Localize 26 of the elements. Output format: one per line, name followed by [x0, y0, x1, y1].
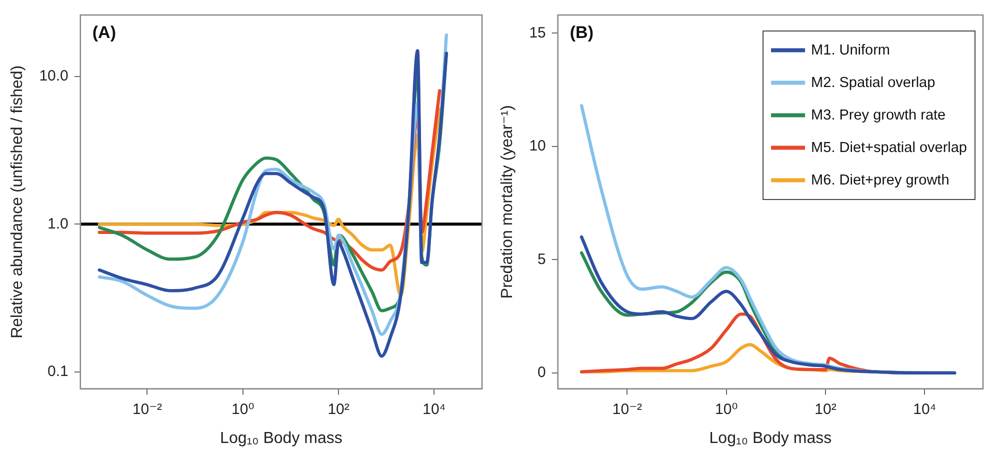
legend-label: M1. Uniform	[811, 42, 890, 58]
y-tick-label: 10.0	[39, 67, 68, 84]
x-tick-label: 10⁰	[715, 400, 738, 418]
x-axis-title: Log₁₀ Body mass	[709, 430, 832, 447]
y-tick-label: 5	[538, 250, 546, 268]
y-tick-label: 1.0	[48, 215, 68, 232]
legend-label: M2. Spatial overlap	[811, 74, 936, 91]
y-axis-title: Predation mortality (year⁻¹)	[499, 105, 516, 299]
y-tick-label: 0	[538, 364, 546, 382]
y-tick-label: 15	[529, 24, 546, 42]
x-tick-label: 10²	[814, 400, 836, 418]
x-tick-label: 10²	[328, 400, 350, 418]
y-axis-title: Relative abundance (unfished / fished)	[9, 65, 26, 338]
x-tick-label: 10⁴	[913, 400, 936, 418]
legend-label: M6. Diet+prey growth	[811, 172, 950, 188]
x-tick-label: 10⁻²	[132, 400, 162, 418]
legend-label: M3. Prey growth rate	[811, 107, 946, 124]
y-tick-label: 10	[529, 138, 546, 155]
x-tick-label: 10⁴	[422, 400, 446, 418]
y-tick-label: 0.1	[48, 363, 68, 380]
x-tick-label: 10⁰	[232, 400, 254, 418]
legend-label: M5. Diet+spatial overlap	[811, 140, 967, 156]
annotation: (B)	[570, 23, 594, 42]
annotation: (A)	[92, 23, 116, 42]
x-tick-label: 10⁻²	[612, 400, 642, 418]
x-axis-title: Log₁₀ Body mass	[220, 430, 342, 447]
